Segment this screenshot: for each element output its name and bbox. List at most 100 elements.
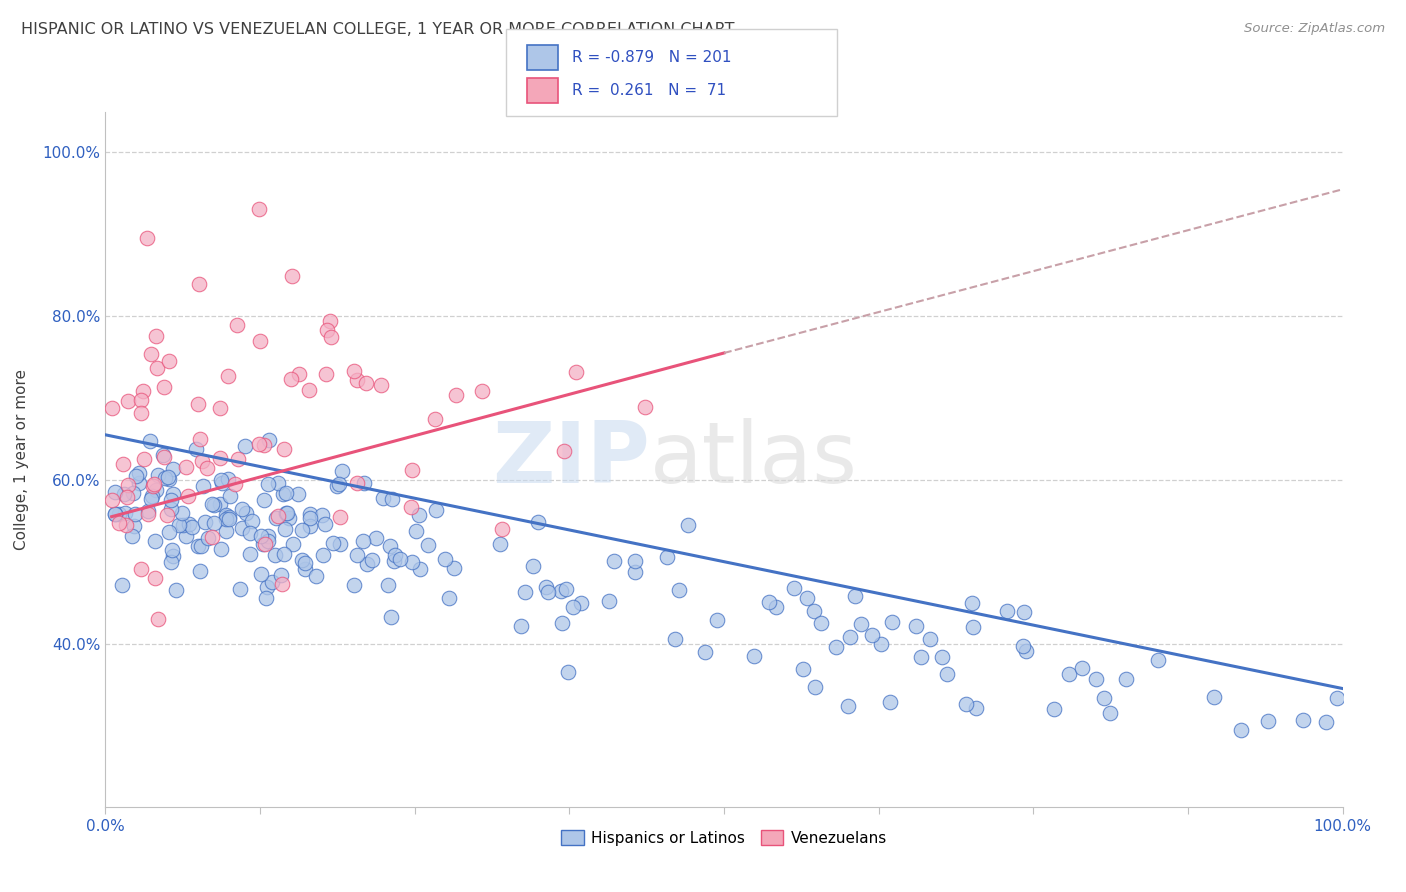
Point (125, 469, 148, 483)
Point (380, 609, 402, 624)
Point (294, 561, 316, 575)
Point (188, 277, 211, 291)
Point (879, 695, 901, 709)
Point (239, 548, 262, 562)
Point (562, 600, 585, 615)
Point (247, 437, 270, 451)
Point (803, 604, 825, 618)
Point (384, 548, 406, 562)
Point (249, 202, 271, 216)
Point (918, 632, 941, 647)
Point (132, 452, 155, 467)
Point (160, 542, 183, 557)
Point (142, 476, 165, 491)
Point (326, 479, 349, 493)
Point (294, 556, 316, 570)
Point (280, 269, 302, 284)
Point (356, 557, 378, 571)
Point (174, 529, 197, 543)
Point (314, 516, 336, 531)
Point (231, 521, 253, 535)
Point (187, 539, 209, 553)
Point (162, 462, 184, 476)
Point (215, 524, 238, 538)
Point (267, 475, 290, 490)
Point (157, 354, 180, 368)
Point (108, 507, 131, 521)
Point (1257, 714, 1279, 728)
Point (783, 581, 806, 595)
Point (162, 487, 184, 501)
Point (208, 401, 231, 415)
Point (254, 537, 277, 551)
Point (423, 412, 446, 426)
Point (1230, 723, 1253, 738)
Text: HISPANIC OR LATINO VS VENEZUELAN COLLEGE, 1 YEAR OR MORE CORRELATION CHART: HISPANIC OR LATINO VS VENEZUELAN COLLEGE… (21, 22, 734, 37)
Point (1012, 605, 1035, 619)
Point (997, 604, 1019, 618)
Point (250, 528, 273, 542)
Point (162, 549, 184, 564)
Point (145, 328, 167, 343)
Point (405, 524, 427, 538)
Point (131, 406, 153, 420)
Point (389, 552, 412, 566)
Point (259, 434, 281, 448)
Point (962, 620, 984, 634)
Point (146, 361, 169, 376)
Point (1292, 714, 1315, 728)
Point (267, 508, 290, 523)
Point (165, 582, 187, 597)
Point (1011, 639, 1033, 653)
Point (346, 373, 368, 387)
Point (329, 537, 352, 551)
Point (250, 566, 273, 581)
Point (209, 542, 232, 557)
Point (233, 439, 256, 453)
Point (141, 489, 163, 503)
Point (623, 566, 645, 580)
Point (346, 475, 368, 490)
Point (668, 582, 690, 597)
Point (1092, 691, 1115, 706)
Point (844, 589, 866, 603)
Point (215, 512, 238, 526)
Point (381, 491, 404, 506)
Point (634, 401, 657, 415)
Point (264, 510, 287, 524)
Point (239, 526, 262, 541)
Point (218, 490, 240, 504)
Point (624, 554, 647, 568)
Point (311, 508, 333, 522)
Point (444, 388, 467, 402)
Point (115, 518, 138, 533)
Point (160, 493, 183, 508)
Point (291, 523, 314, 537)
Point (104, 485, 127, 500)
Point (190, 539, 212, 553)
Point (108, 516, 131, 530)
Point (291, 553, 314, 567)
Point (256, 580, 278, 594)
Point (252, 537, 274, 551)
Point (353, 475, 375, 490)
Point (138, 434, 160, 448)
Point (100, 401, 122, 416)
Point (312, 548, 335, 562)
Point (135, 231, 157, 245)
Point (931, 649, 953, 664)
Point (425, 503, 447, 517)
Point (409, 561, 432, 575)
Point (965, 701, 987, 715)
Point (513, 585, 536, 599)
Point (664, 632, 686, 647)
Point (271, 487, 294, 501)
Point (141, 346, 163, 360)
Point (157, 470, 180, 484)
Text: Source: ZipAtlas.com: Source: ZipAtlas.com (1244, 22, 1385, 36)
Point (277, 511, 299, 525)
Point (156, 508, 179, 522)
Point (231, 502, 253, 516)
Point (361, 553, 384, 567)
Point (157, 525, 180, 540)
